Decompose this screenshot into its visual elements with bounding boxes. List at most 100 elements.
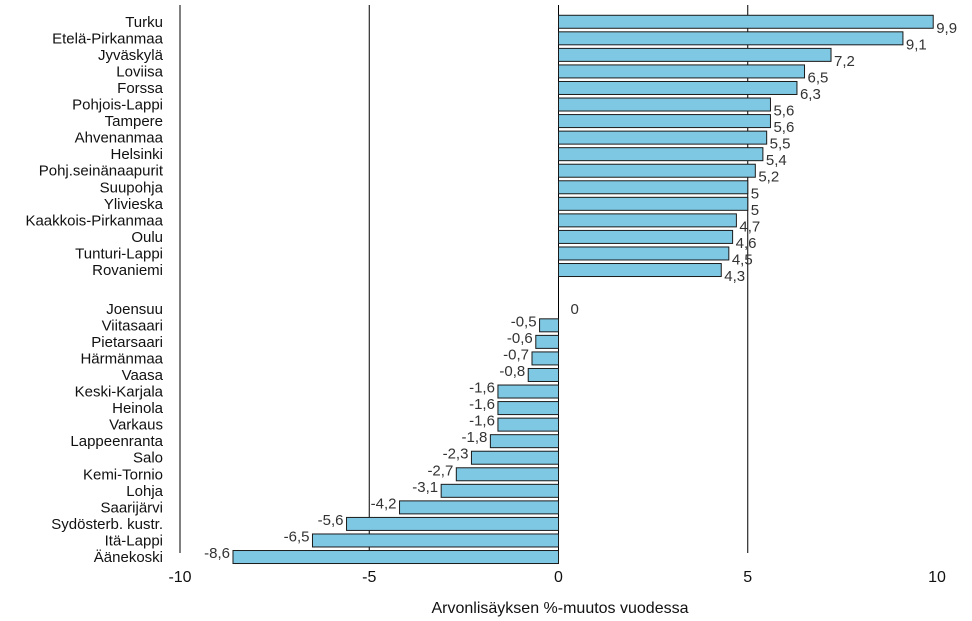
category-label: Ahvenanmaa <box>75 130 164 147</box>
x-tick-label: -5 <box>362 569 376 586</box>
bar <box>558 130 768 145</box>
category-label: Lappeenranta <box>70 433 163 450</box>
bar <box>558 14 934 29</box>
value-label: -2,3 <box>443 446 469 463</box>
bar <box>558 97 771 112</box>
value-label: -0,5 <box>511 313 537 330</box>
bar <box>558 114 771 129</box>
value-label: -4,2 <box>371 495 397 512</box>
value-label: 5,6 <box>773 119 794 136</box>
value-label: 5 <box>751 185 759 202</box>
bar <box>539 318 560 333</box>
value-label: 4,5 <box>732 251 753 268</box>
x-axis-title: Arvonlisäyksen %-muutos vuodessa <box>431 600 688 617</box>
bar <box>535 334 559 349</box>
value-label: -0,8 <box>499 363 525 380</box>
value-label: 5,2 <box>758 169 779 186</box>
value-label: 9,9 <box>936 20 957 37</box>
value-label: -1,6 <box>469 413 495 430</box>
category-label: Varkaus <box>109 417 163 434</box>
category-label: Lohja <box>126 483 163 500</box>
category-label: Forssa <box>117 80 164 97</box>
value-label: 0 <box>571 301 579 318</box>
category-label: Vaasa <box>122 367 164 384</box>
x-tick-label: 5 <box>743 569 752 586</box>
bar <box>558 147 764 162</box>
category-label: Kemi-Tornio <box>83 466 163 483</box>
value-label: 6,5 <box>808 69 829 86</box>
bar <box>527 367 559 382</box>
bar <box>558 180 749 195</box>
category-label: Tunturi-Lappi <box>75 245 163 262</box>
value-label: -8,6 <box>204 545 230 562</box>
category-label: Oulu <box>131 229 163 246</box>
value-label: -6,5 <box>284 528 310 545</box>
value-label: 5 <box>751 202 759 219</box>
bar <box>558 246 730 261</box>
bar <box>531 351 560 366</box>
category-label: Viitasaari <box>102 317 163 334</box>
category-label: Salo <box>133 450 163 467</box>
category-label: Etelä-Pirkanmaa <box>52 30 164 47</box>
category-label: Rovaniemi <box>92 262 163 279</box>
bar <box>558 80 798 95</box>
value-label: 9,1 <box>906 36 927 53</box>
value-labels: 9,99,17,26,56,35,65,65,55,45,2554,74,64,… <box>204 20 957 562</box>
category-label: Kaakkois-Pirkanmaa <box>25 212 163 229</box>
value-label: 4,7 <box>739 218 760 235</box>
bars <box>232 14 934 565</box>
value-label: -1,8 <box>462 429 488 446</box>
value-label: -5,6 <box>318 512 344 529</box>
bar <box>440 483 560 498</box>
bar <box>558 229 734 244</box>
bar <box>497 417 560 432</box>
category-label: Tampere <box>105 113 163 130</box>
bar <box>455 467 559 482</box>
value-label: 4,3 <box>724 268 745 285</box>
value-label: 5,6 <box>773 103 794 120</box>
category-label: Loviisa <box>116 63 163 80</box>
value-label: -0,7 <box>503 346 529 363</box>
value-label: 5,5 <box>770 136 791 153</box>
category-labels: TurkuEtelä-PirkanmaaJyväskyläLoviisaFors… <box>25 14 163 566</box>
bar <box>558 196 749 211</box>
category-label: Itä-Lappi <box>105 532 163 549</box>
bar <box>346 516 560 531</box>
category-label: Sydösterb. kustr. <box>51 516 163 533</box>
value-label: 5,4 <box>766 152 787 169</box>
category-label: Helsinki <box>110 146 163 163</box>
category-label: Suupohja <box>100 179 164 196</box>
category-label: Joensuu <box>106 301 163 318</box>
bar <box>470 450 560 465</box>
bar <box>497 384 560 399</box>
value-label: 7,2 <box>834 53 855 70</box>
category-label: Pohjois-Lappi <box>72 97 163 114</box>
bar <box>558 263 722 278</box>
category-label: Ylivieska <box>104 196 164 213</box>
x-axis-ticks: -10 -5 0 5 10 <box>168 569 946 586</box>
category-label: Keski-Karjala <box>75 384 164 401</box>
category-label: Pohj.seinänaapurit <box>39 163 164 180</box>
value-label: -1,6 <box>469 396 495 413</box>
value-label: -1,6 <box>469 380 495 397</box>
category-label: Heinola <box>112 400 164 417</box>
bar <box>399 500 559 515</box>
category-label: Saarijärvi <box>100 499 163 516</box>
category-label: Äänekoski <box>94 549 163 566</box>
value-label: 4,6 <box>736 235 757 252</box>
bar <box>232 550 560 565</box>
bar <box>558 31 904 46</box>
value-label: -3,1 <box>412 479 438 496</box>
x-tick-label: 0 <box>554 569 563 586</box>
bar <box>558 47 832 62</box>
x-tick-label: -10 <box>168 569 191 586</box>
bar <box>497 401 560 416</box>
category-label: Härmänmaa <box>80 350 163 367</box>
value-label: -2,7 <box>427 462 453 479</box>
category-label: Jyväskylä <box>98 47 164 64</box>
bar <box>558 64 806 79</box>
x-tick-label: 10 <box>928 569 946 586</box>
bar <box>558 163 756 178</box>
value-label: -0,6 <box>507 330 533 347</box>
